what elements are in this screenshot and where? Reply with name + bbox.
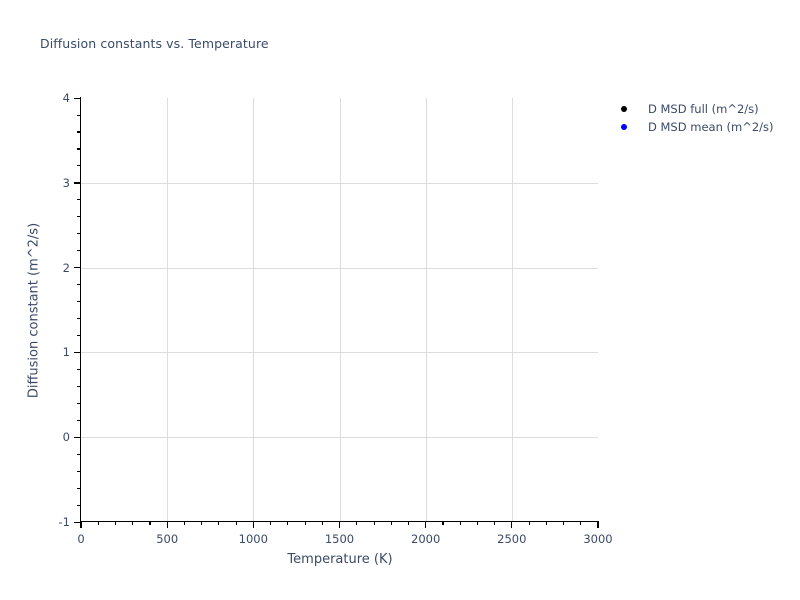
x-tick-label-2000: 2000 <box>411 532 441 546</box>
y-tick-major-4 <box>74 97 81 99</box>
gridline-vertical-x2000 <box>425 98 427 522</box>
y-tick-minor <box>77 165 81 167</box>
legend-marker-circle-icon <box>621 106 627 112</box>
x-tick-minor <box>580 521 582 525</box>
y-tick-minor <box>77 131 81 133</box>
y-tick-minor <box>77 504 81 506</box>
y-tick-minor <box>77 233 81 235</box>
x-tick-label-1500: 1500 <box>324 532 355 546</box>
x-tick-minor <box>114 521 117 525</box>
y-tick-minor <box>77 385 81 387</box>
y-axis-spine <box>80 97 82 523</box>
x-tick-label-500: 500 <box>156 532 179 546</box>
x-tick-minor <box>321 521 323 525</box>
x-tick-minor <box>201 521 203 525</box>
y-tick-minor <box>77 317 81 320</box>
gridline-vertical-x2500 <box>511 98 513 522</box>
y-tick-major-2 <box>74 267 81 269</box>
y-tick-minor <box>77 148 81 150</box>
x-tick-minor <box>459 521 461 525</box>
page-title: Diffusion constants vs. Temperature <box>40 36 269 51</box>
x-tick-minor <box>563 521 565 525</box>
x-tick-minor <box>373 521 375 525</box>
x-tick-minor <box>218 521 220 525</box>
x-tick-minor <box>287 521 289 525</box>
y-tick-major-3 <box>74 182 81 184</box>
x-tick-major-500 <box>166 521 168 528</box>
x-axis-label: Temperature (K) <box>287 552 393 567</box>
y-tick-minor <box>77 487 81 489</box>
legend-label-d-msd-full: D MSD full (m^2/s) <box>648 102 759 116</box>
x-tick-label-0: 0 <box>77 532 85 546</box>
x-tick-minor <box>356 521 358 525</box>
x-tick-minor <box>494 521 496 525</box>
x-tick-minor <box>270 521 272 525</box>
x-tick-minor <box>183 521 185 525</box>
y-tick-minor <box>77 216 81 218</box>
x-tick-minor <box>442 521 444 525</box>
y-tick-minor <box>77 402 81 404</box>
x-tick-minor <box>235 521 237 525</box>
y-tick-major-neg1 <box>74 521 81 523</box>
y-tick-minor <box>77 301 81 303</box>
x-tick-major-3000 <box>597 521 599 528</box>
y-axis-label: Diffusion constant (m^2/s) <box>26 222 42 399</box>
legend: D MSD full (m^2/s) D MSD mean (m^2/s) <box>615 100 795 136</box>
legend-marker-circle-icon <box>621 124 627 130</box>
y-tick-minor <box>77 470 81 472</box>
y-tick-minor <box>77 453 81 455</box>
y-tick-label-neg1: -1 <box>58 515 70 529</box>
x-tick-major-2500 <box>511 521 513 528</box>
x-tick-minor <box>390 521 392 525</box>
gridline-vertical-x1000 <box>253 98 255 522</box>
x-tick-major-1000 <box>252 521 254 528</box>
x-tick-minor <box>304 521 306 525</box>
y-tick-minor <box>77 284 81 286</box>
x-tick-minor <box>545 521 547 525</box>
y-tick-minor <box>77 114 81 116</box>
x-tick-minor <box>528 521 530 525</box>
y-tick-label-1: 1 <box>62 345 70 360</box>
legend-label-d-msd-mean: D MSD mean (m^2/s) <box>648 120 774 134</box>
y-tick-label-2: 2 <box>62 260 70 275</box>
x-tick-label-2500: 2500 <box>497 532 527 546</box>
x-tick-minor <box>132 521 134 525</box>
y-tick-label-4: 4 <box>62 91 70 105</box>
y-tick-minor <box>77 199 81 201</box>
x-tick-major-0 <box>80 521 82 528</box>
x-tick-major-1500 <box>338 521 341 528</box>
gridline-vertical-x500 <box>167 98 169 522</box>
legend-item-d-msd-full[interactable]: D MSD full (m^2/s) <box>615 100 795 118</box>
x-tick-minor <box>408 521 410 525</box>
x-tick-minor <box>149 521 151 525</box>
y-tick-major-0 <box>74 436 81 438</box>
x-tick-minor <box>476 521 479 525</box>
plot-area <box>81 98 598 522</box>
x-tick-major-2000 <box>425 521 427 528</box>
y-tick-minor <box>77 368 81 370</box>
y-tick-label-3: 3 <box>62 175 70 190</box>
x-tick-label-3000: 3000 <box>583 532 613 546</box>
gridline-vertical-x1500 <box>339 98 341 522</box>
y-tick-minor <box>77 419 81 421</box>
legend-item-d-msd-mean[interactable]: D MSD mean (m^2/s) <box>615 118 795 136</box>
x-tick-minor <box>97 521 99 525</box>
data-layer <box>81 98 598 522</box>
x-tick-label-1000: 1000 <box>238 532 268 546</box>
y-tick-minor <box>77 250 81 252</box>
y-tick-label-0: 0 <box>62 430 70 445</box>
y-tick-major-1 <box>74 351 81 354</box>
y-tick-minor <box>77 334 81 337</box>
